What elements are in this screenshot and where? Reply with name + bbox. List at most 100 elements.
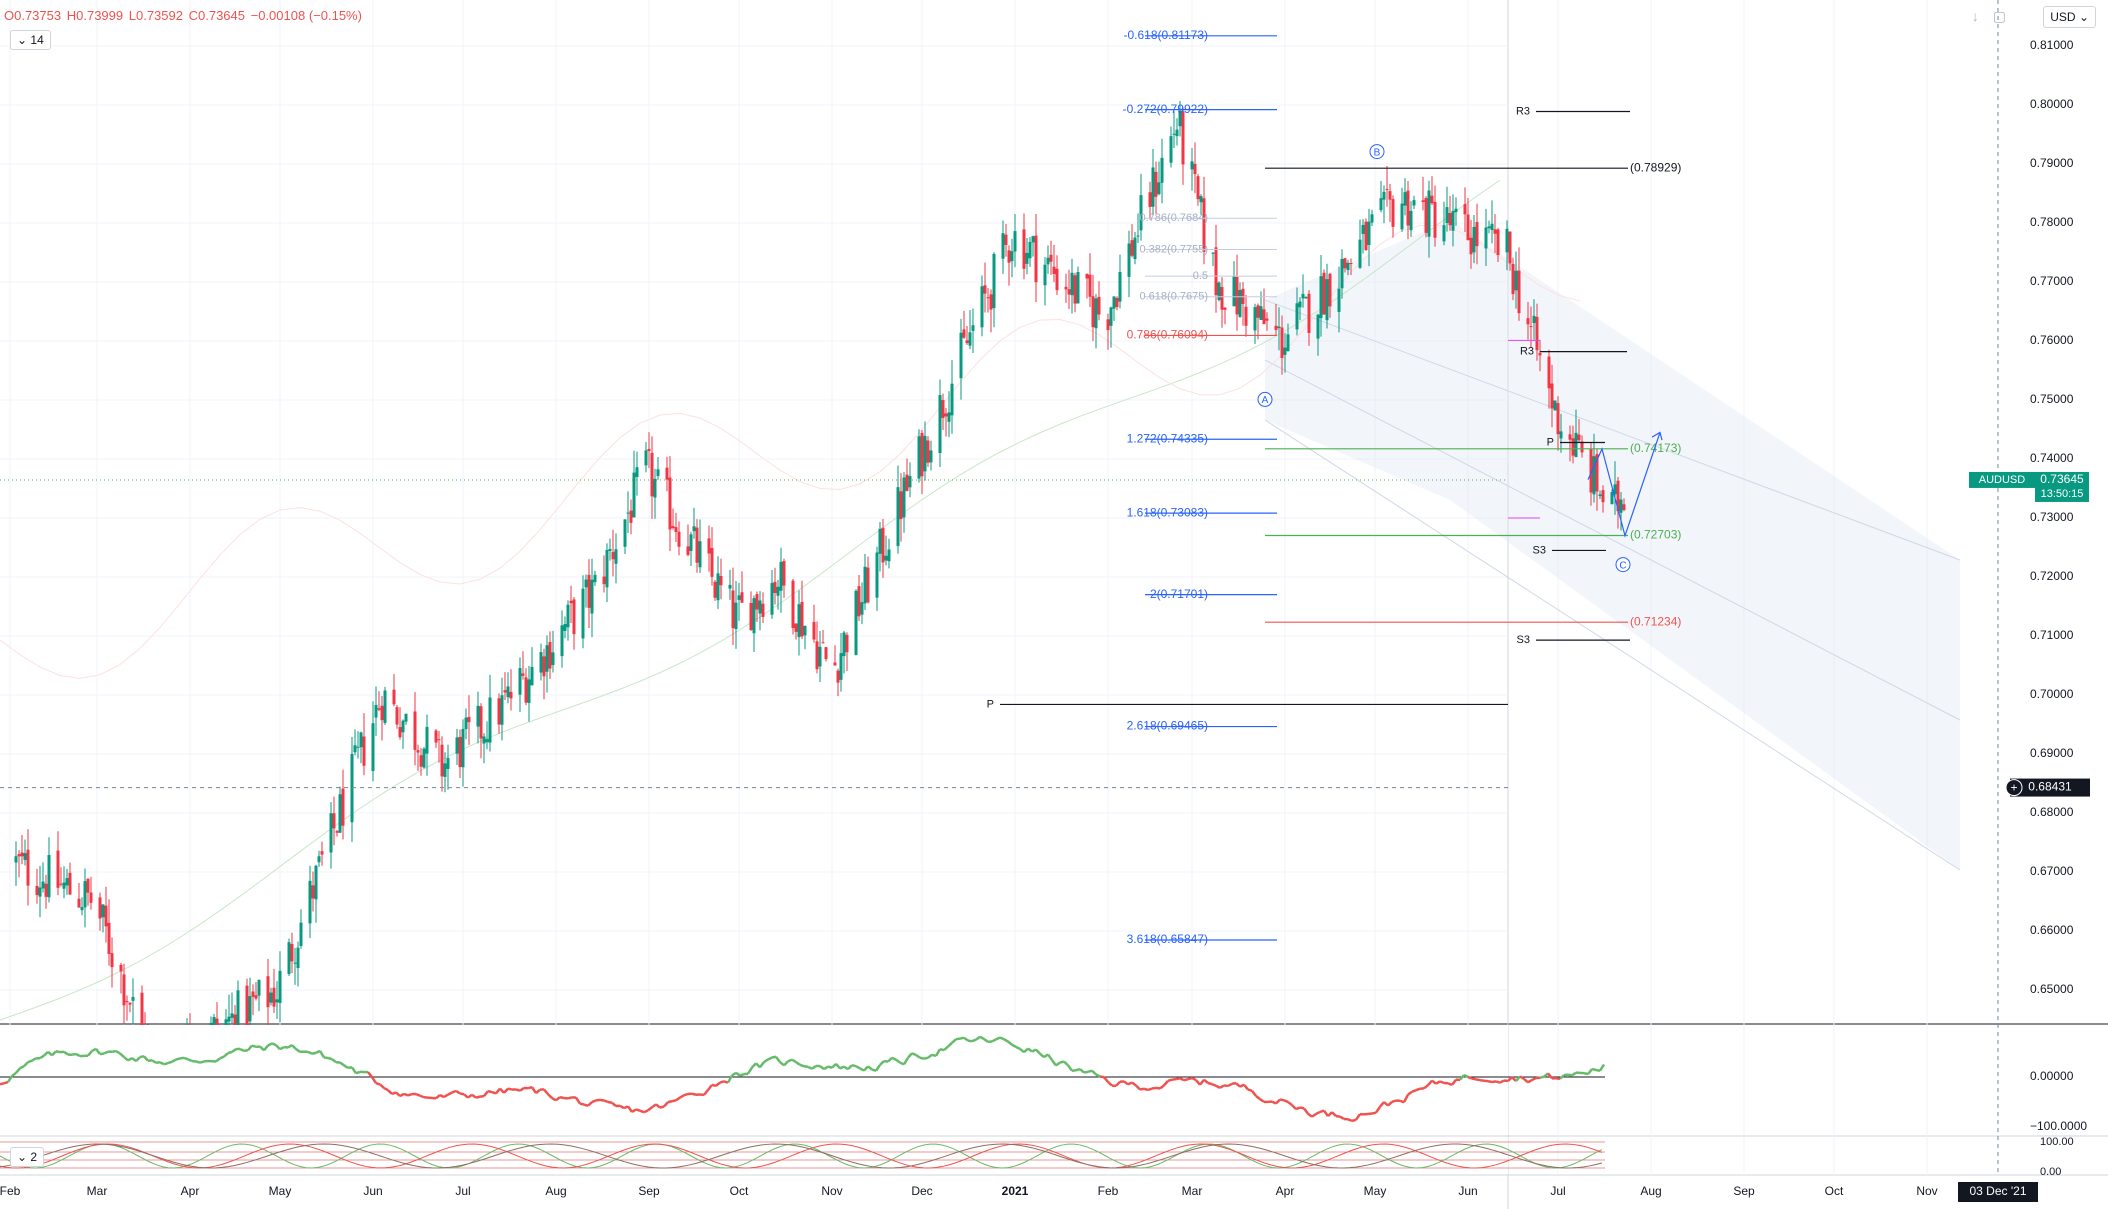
ohlc-close: C0.73645 bbox=[188, 8, 245, 23]
cci-segment bbox=[1179, 1077, 1185, 1082]
candle-body bbox=[968, 332, 972, 346]
projection-level-label: (0.74173) bbox=[1630, 441, 1681, 455]
candle-body bbox=[1232, 275, 1236, 307]
cci-segment bbox=[1475, 1078, 1481, 1082]
cci-segment bbox=[1059, 1060, 1065, 1064]
candle-body bbox=[443, 763, 447, 777]
cci-segment bbox=[199, 1060, 205, 1064]
candle-body bbox=[266, 976, 270, 1008]
wave-label: C bbox=[1619, 560, 1626, 571]
pivot-label: P bbox=[987, 698, 994, 710]
candle-body bbox=[980, 286, 984, 328]
cci-segment bbox=[899, 1061, 905, 1066]
cci-segment bbox=[1007, 1040, 1013, 1046]
candle-body bbox=[731, 590, 735, 629]
cci-segment bbox=[447, 1091, 453, 1096]
cci-segment bbox=[1571, 1071, 1577, 1077]
candle-body bbox=[866, 567, 870, 603]
cci-segment bbox=[879, 1060, 885, 1066]
cci-segment bbox=[71, 1052, 77, 1056]
cci-segment bbox=[535, 1088, 541, 1095]
price-tick-label: 0.76000 bbox=[2030, 333, 2074, 347]
candle-body bbox=[1451, 210, 1455, 231]
candle-body bbox=[1154, 171, 1158, 197]
cci-segment bbox=[671, 1099, 677, 1103]
candle-body bbox=[1592, 456, 1596, 495]
cci-segment bbox=[163, 1061, 169, 1066]
candle-body bbox=[548, 641, 552, 669]
arrow-down-icon[interactable]: ↓ bbox=[1971, 8, 1993, 24]
candle-body bbox=[296, 947, 300, 969]
indicator-period-box[interactable]: ⌄ 14 bbox=[10, 30, 51, 50]
cci-segment bbox=[275, 1044, 281, 1051]
candle-body bbox=[1127, 243, 1131, 277]
candle-body bbox=[1244, 306, 1248, 326]
candle-body bbox=[1472, 226, 1476, 253]
candle-body bbox=[1286, 334, 1290, 351]
cci-segment bbox=[1175, 1077, 1181, 1081]
cci-segment bbox=[839, 1065, 845, 1070]
cci-segment bbox=[295, 1048, 301, 1053]
candle-body bbox=[1112, 296, 1116, 309]
cci-segment bbox=[551, 1096, 557, 1102]
candle-body bbox=[899, 491, 903, 520]
candle-body bbox=[1049, 254, 1053, 262]
square-icon[interactable]: ▢ bbox=[1992, 8, 2020, 24]
currency-button[interactable]: USD ⌄ bbox=[2043, 6, 2096, 28]
candle-body bbox=[1052, 266, 1056, 275]
cci-segment bbox=[1351, 1118, 1357, 1123]
cci-segment bbox=[774, 1055, 782, 1063]
candle-body bbox=[1538, 352, 1542, 356]
crosshair-price-tag-bg bbox=[2010, 778, 2090, 797]
cci-segment bbox=[119, 1052, 125, 1058]
cci-segment bbox=[1302, 1107, 1310, 1115]
cci-segment bbox=[1383, 1101, 1389, 1107]
candle-body bbox=[1403, 192, 1407, 206]
cci-segment bbox=[723, 1080, 729, 1084]
candle-body bbox=[1442, 225, 1446, 242]
cci-segment bbox=[318, 1050, 326, 1059]
candle-body bbox=[1109, 307, 1113, 326]
candle-body bbox=[380, 705, 384, 721]
cci-segment bbox=[263, 1044, 269, 1052]
cci-segment bbox=[459, 1092, 465, 1096]
candle-body bbox=[854, 590, 858, 655]
cci-segment bbox=[843, 1065, 849, 1071]
cci-segment bbox=[47, 1050, 53, 1057]
cci-segment bbox=[1231, 1081, 1237, 1086]
candle-body bbox=[1010, 251, 1014, 262]
candle-body bbox=[479, 706, 483, 739]
candle-body bbox=[794, 623, 798, 632]
indicator2-period-box[interactable]: ⌄ 2 bbox=[10, 1147, 45, 1167]
candle-body bbox=[815, 641, 819, 670]
candle-body bbox=[1283, 347, 1287, 355]
cci-segment bbox=[567, 1096, 573, 1100]
candle-body bbox=[1469, 237, 1473, 255]
candle-body bbox=[1076, 272, 1080, 304]
cci-segment bbox=[155, 1060, 161, 1064]
candle-body bbox=[779, 561, 783, 591]
candle-body bbox=[359, 732, 363, 748]
candle-body bbox=[122, 974, 126, 1006]
candle-body bbox=[212, 1016, 216, 1029]
cci-segment bbox=[1011, 1043, 1017, 1049]
scale-icons[interactable]: ↓▢ bbox=[1972, 8, 2020, 25]
candle-body bbox=[362, 736, 366, 766]
candle-body bbox=[20, 852, 24, 857]
candle-body bbox=[560, 625, 564, 657]
candle-body bbox=[329, 813, 333, 853]
candle-body bbox=[1025, 252, 1029, 264]
cci-segment bbox=[759, 1061, 765, 1069]
candle-body bbox=[923, 435, 927, 472]
time-axis-label: Jul bbox=[1550, 1184, 1565, 1198]
cci-segment bbox=[787, 1058, 793, 1063]
cci-segment bbox=[971, 1038, 977, 1043]
candle-body bbox=[773, 581, 777, 594]
cci-segment bbox=[1031, 1048, 1037, 1053]
cci-segment bbox=[179, 1056, 185, 1060]
price-tick-label: 0.67000 bbox=[2030, 864, 2074, 878]
cci-segment bbox=[607, 1100, 613, 1105]
cci-segment bbox=[827, 1065, 833, 1069]
candle-body bbox=[1568, 434, 1572, 440]
